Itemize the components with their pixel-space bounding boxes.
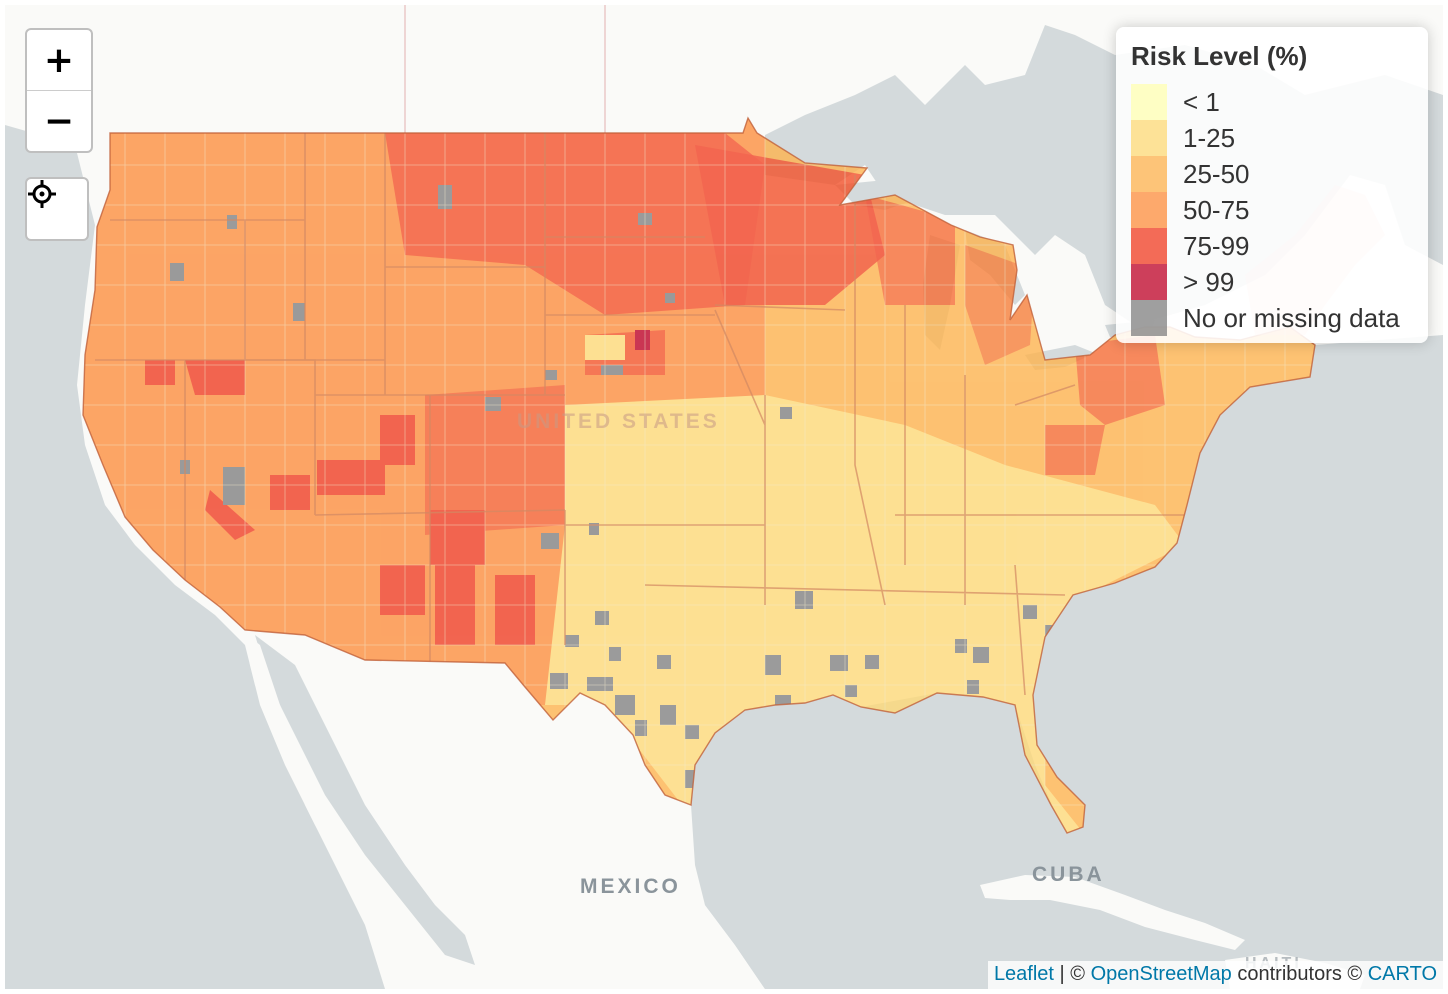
zoom-out-button[interactable]: − [27, 90, 91, 151]
legend-swatch [1131, 84, 1167, 120]
legend-label: 1-25 [1183, 123, 1236, 153]
label-united-states: UNITED STATES [517, 410, 720, 433]
legend-swatch [1131, 192, 1167, 228]
legend-label: 75-99 [1183, 231, 1250, 261]
legend-swatch [1131, 228, 1167, 264]
legend-swatch [1131, 300, 1167, 336]
legend-swatch [1131, 156, 1167, 192]
zoom-control: + − [25, 28, 93, 153]
openstreetmap-link[interactable]: OpenStreetMap [1090, 963, 1232, 985]
legend-label: 50-75 [1183, 195, 1250, 225]
crosshair-icon [28, 180, 56, 208]
legend-swatch [1131, 264, 1167, 300]
legend-title: Risk Level (%) [1131, 41, 1308, 71]
map-container[interactable]: MEXICO CUBA UNITED STATES HAITI + − Risk… [5, 5, 1443, 989]
legend-label: > 99 [1183, 267, 1235, 297]
attribution-contributors: contributors © [1231, 963, 1368, 985]
legend-label: < 1 [1183, 87, 1220, 117]
carto-link[interactable]: CARTO [1367, 963, 1437, 985]
attribution-separator: | © [1054, 963, 1091, 985]
leaflet-link[interactable]: Leaflet [993, 963, 1054, 985]
legend: Risk Level (%) < 1 1-25 25-50 50-75 75-9… [1116, 27, 1428, 343]
legend-label: 25-50 [1183, 159, 1250, 189]
legend-swatch [1131, 120, 1167, 156]
attribution: Leaflet | © OpenStreetMap contributors ©… [987, 961, 1443, 989]
legend-label: No or missing data [1183, 303, 1400, 333]
label-mexico: MEXICO [580, 875, 681, 898]
locate-button[interactable] [25, 177, 89, 241]
label-cuba: CUBA [1032, 863, 1105, 886]
zoom-in-button[interactable]: + [43, 39, 75, 81]
